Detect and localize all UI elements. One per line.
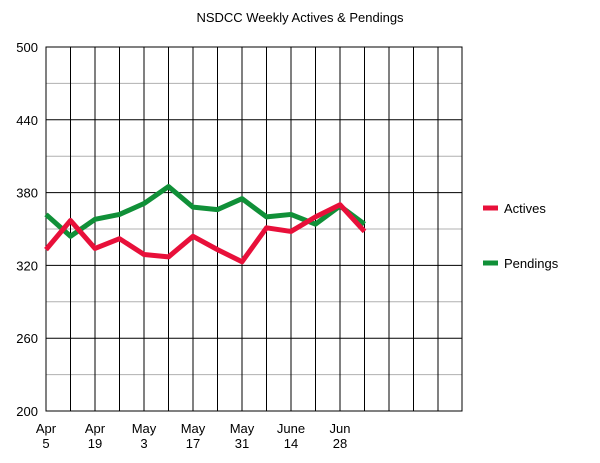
x-tick-label: 31 xyxy=(235,436,249,451)
series-lines xyxy=(44,184,367,265)
x-tick-label: May xyxy=(181,421,206,436)
x-tick-label: 28 xyxy=(333,436,347,451)
x-tick-label: Apr xyxy=(85,421,106,436)
y-tick-label: 200 xyxy=(16,404,38,419)
y-tick-label: 380 xyxy=(16,186,38,201)
chart-title: NSDCC Weekly Actives & Pendings xyxy=(196,10,404,25)
legend: Actives Pendings xyxy=(483,201,559,271)
y-tick-label: 320 xyxy=(16,258,38,273)
y-tick-label: 440 xyxy=(16,113,38,128)
series-line-pendings xyxy=(44,184,366,239)
series-line-actives xyxy=(44,202,367,265)
y-tick-label: 500 xyxy=(16,40,38,55)
legend-label: Pendings xyxy=(504,256,559,271)
x-tick-label: 5 xyxy=(42,436,49,451)
legend-label: Actives xyxy=(504,201,546,216)
x-tick-label: May xyxy=(230,421,255,436)
x-tick-label: May xyxy=(132,421,157,436)
x-tick-label: June xyxy=(277,421,305,436)
vertical-gridlines xyxy=(70,47,439,411)
y-tick-label: 260 xyxy=(16,331,38,346)
x-tick-label: 3 xyxy=(140,436,147,451)
x-tick-label: Apr xyxy=(36,421,57,436)
x-tick-label: 17 xyxy=(186,436,200,451)
plot-border xyxy=(45,46,463,412)
x-tick-label: Jun xyxy=(330,421,351,436)
minor-gridlines xyxy=(46,82,462,376)
x-tick-label: 14 xyxy=(284,436,298,451)
y-axis-tick-labels: 200 260 320 380 440 500 xyxy=(16,40,38,419)
x-tick-label: 19 xyxy=(88,436,102,451)
